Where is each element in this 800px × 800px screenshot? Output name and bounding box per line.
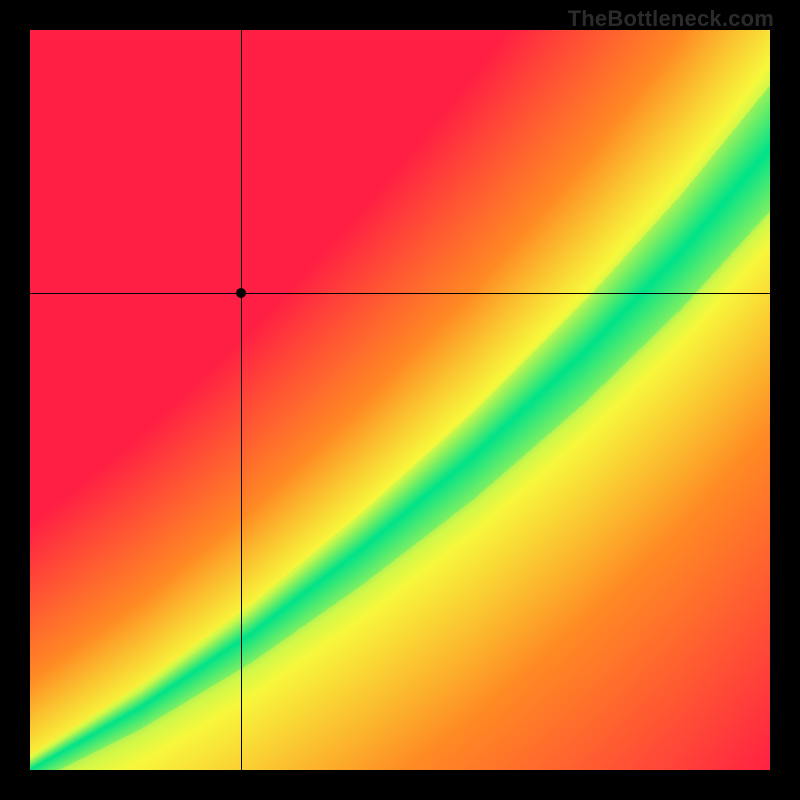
- watermark-text: TheBottleneck.com: [568, 6, 774, 32]
- crosshair-horizontal: [30, 293, 770, 294]
- chart-container: TheBottleneck.com: [0, 0, 800, 800]
- crosshair-vertical: [241, 30, 242, 770]
- crosshair-marker-dot: [236, 288, 246, 298]
- heatmap-canvas: [30, 30, 770, 770]
- heatmap-plot: [30, 30, 770, 770]
